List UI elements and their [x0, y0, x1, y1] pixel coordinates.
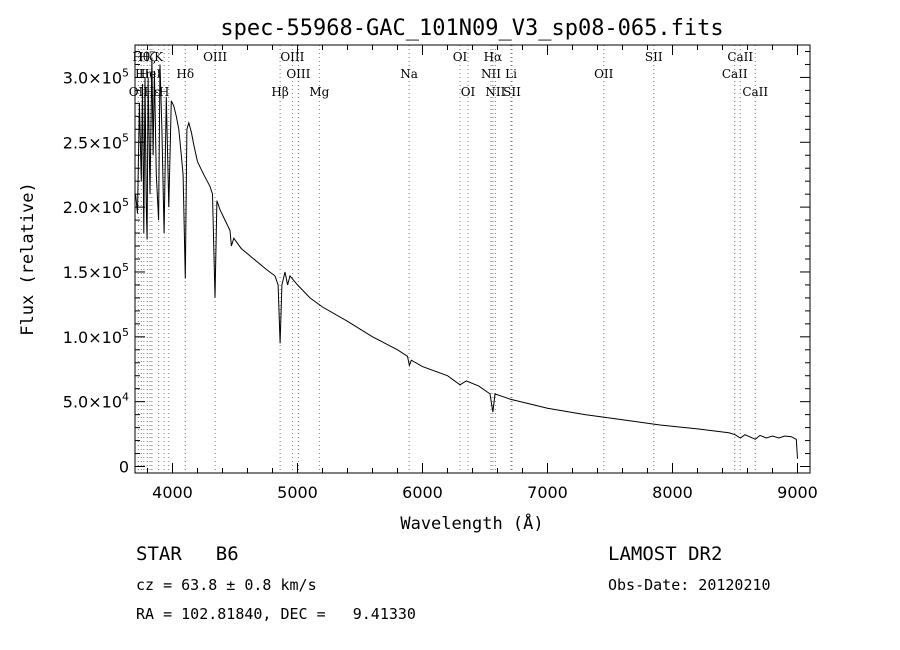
- spectrum-line: [135, 57, 798, 459]
- marker-label: Hβ: [271, 85, 288, 99]
- plot-frame: [134, 44, 811, 474]
- marker-label: NII: [485, 85, 505, 99]
- marker-label: SII: [503, 85, 521, 99]
- x-tick-label: 5000: [277, 483, 318, 502]
- marker-label: Mg: [309, 85, 329, 99]
- obs-date-text: Obs-Date: 20120210: [608, 576, 771, 594]
- marker-label: Li: [505, 67, 517, 81]
- marker-label: NII: [481, 67, 501, 81]
- x-tick-label: 7000: [527, 483, 568, 502]
- object-class: STAR B6: [136, 543, 239, 565]
- y-tick-label: 3.0×105: [63, 66, 129, 87]
- marker-label: OI: [453, 50, 468, 64]
- marker-label: Hθ: [132, 50, 150, 64]
- marker-label: Hδ: [176, 67, 194, 81]
- chart-title: spec-55968-GAC_101N09_V3_sp08-065.fits: [220, 16, 723, 41]
- marker-label: SII: [645, 50, 663, 64]
- marker-label: OIII: [286, 67, 310, 81]
- marker-label: H: [159, 85, 169, 99]
- y-axis-label: Flux (relative): [18, 182, 38, 336]
- marker-label: Na: [400, 67, 418, 81]
- x-tick-label: 9000: [777, 483, 818, 502]
- x-axis: 4000 5000 6000 7000 8000 9000: [147, 45, 818, 502]
- y-tick-label: 5.0×104: [63, 391, 129, 412]
- spectrum-series: [135, 57, 798, 459]
- y-tick-label: 1.0×105: [63, 326, 129, 347]
- marker-label: OII: [594, 67, 614, 81]
- y-tick-label: 2.5×105: [63, 131, 129, 152]
- marker-label: CaII: [727, 50, 753, 64]
- object-subclass: B6: [215, 543, 239, 565]
- redshift-text: cz = 63.8 ± 0.8 km/s: [136, 576, 317, 594]
- x-tick-label: 6000: [402, 483, 443, 502]
- x-tick-label: 8000: [652, 483, 693, 502]
- marker-label: CaII: [742, 85, 768, 99]
- coords-text: RA = 102.81840, DEC = 9.41330: [136, 605, 416, 623]
- y-tick-label: 0: [119, 458, 129, 477]
- y-axis: 0 5.0×104 1.0×105 1.5×105 2.0×105 2.5×105 3.0×…: [63, 50, 810, 477]
- object-class-label: STAR: [136, 543, 182, 565]
- y-tick-label: 1.5×105: [63, 261, 129, 282]
- marker-label: HeI: [139, 67, 162, 81]
- line-markers: OIIHθHηHζHeIHεKHHδOIIIHβOIIIOIIIMgNaOIOI…: [129, 45, 768, 473]
- marker-label: OIII: [203, 50, 227, 64]
- marker-label: K: [154, 50, 164, 64]
- x-tick-label: 4000: [152, 483, 193, 502]
- marker-label: Hα: [484, 50, 503, 64]
- marker-label: OIII: [280, 50, 304, 64]
- x-axis-label: Wavelength (Å): [400, 512, 543, 534]
- survey-name: LAMOST DR2: [608, 543, 723, 565]
- y-tick-label: 2.0×105: [63, 196, 129, 217]
- marker-label: OII: [129, 85, 149, 99]
- marker-label: CaII: [722, 67, 748, 81]
- marker-label: OI: [461, 85, 476, 99]
